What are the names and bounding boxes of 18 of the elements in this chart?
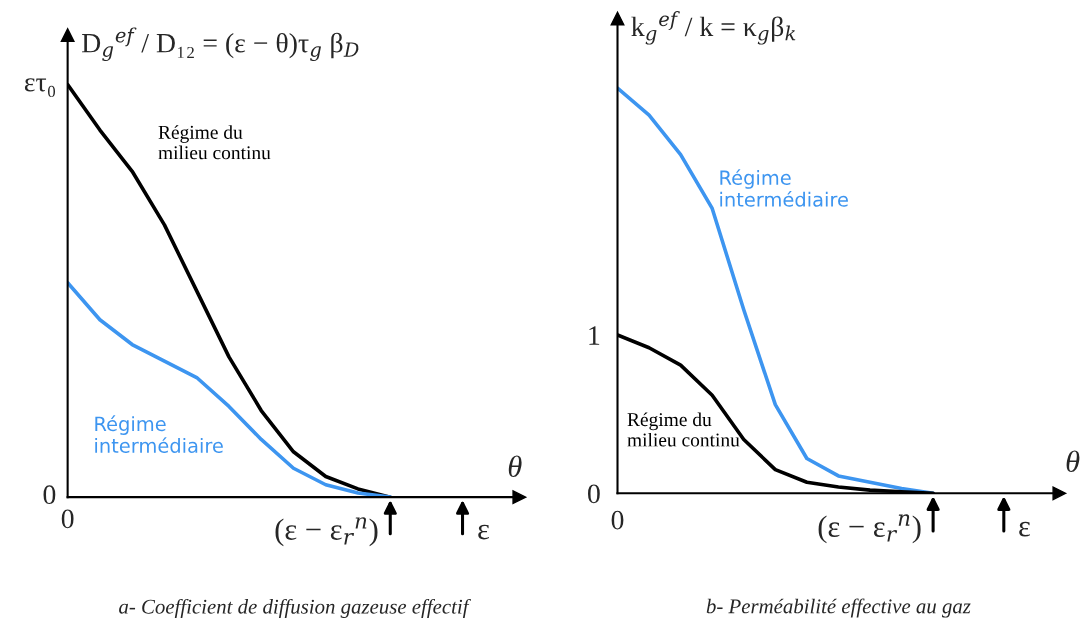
text: ετ₀ [24,78,56,98]
text: ε [478,524,489,540]
series-label: Régime du milieu continu [158,125,271,160]
series-label: Régime du milieu continu [627,412,740,447]
text: ε [1019,521,1030,537]
text: b- Perméabilité effective au gaz [706,598,971,618]
text: (ε − ε$_{r}$$^{n}$) [275,517,378,547]
text: 0 [61,509,74,529]
y-axis-title: k$_{g}$$^{ef}$ / k = κ$_{g}$β$_{k}$ [631,11,796,45]
series-label: Régime intermédiaire [95,415,223,453]
text: (ε − ε$_{r}$$^{n}$) [818,514,921,544]
x-axis-title: θ [508,455,522,478]
series-label: Régime intermédiaire [720,169,848,207]
y-tick-label: 1 [589,326,600,345]
x-axis-title: θ [1066,450,1080,473]
text: a- Coefficient de diffusion gazeuse effectif [119,598,471,618]
y-axis-title: D$_{g}$$^{ef}$ / D₁₂ = (ε − θ)τ$_{g}$ β$_{D}$ [81,27,359,61]
text: 0 [43,485,56,505]
